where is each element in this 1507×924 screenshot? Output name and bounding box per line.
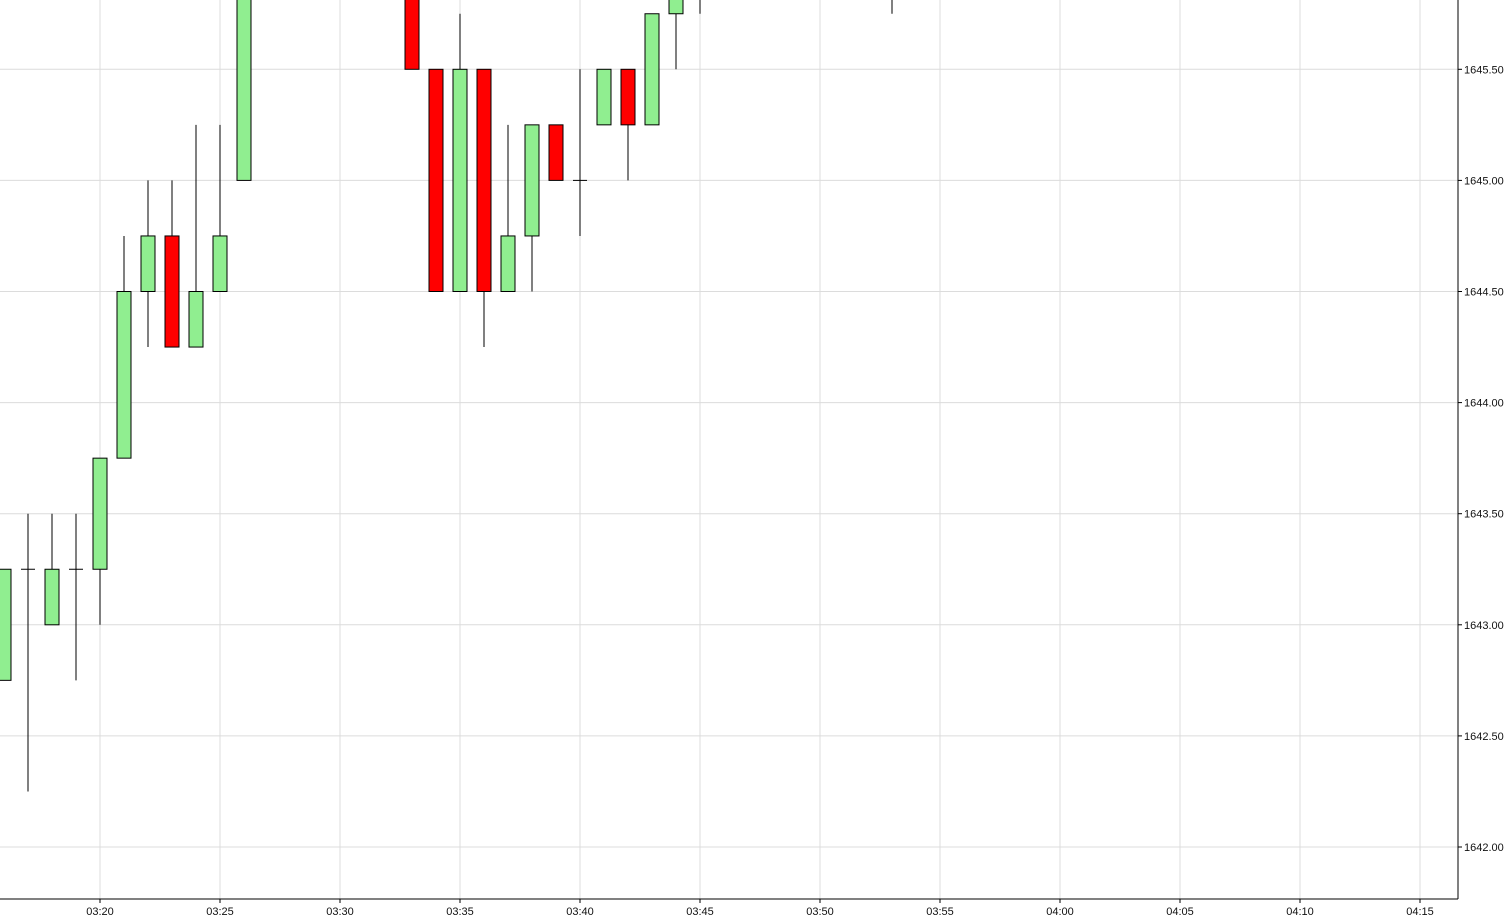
y-tick-label: 1644.00 <box>1464 398 1504 410</box>
candle-body-up <box>212 235 228 292</box>
candle <box>891 0 893 14</box>
candle-body-up <box>236 0 252 181</box>
y-tick-label: 1643.50 <box>1464 509 1504 521</box>
y-tick-label: 1645.50 <box>1464 64 1504 76</box>
candles-layer <box>0 0 893 792</box>
candle <box>164 180 180 348</box>
candle <box>452 13 468 292</box>
candle <box>404 0 420 70</box>
candle <box>188 124 204 348</box>
candle-body-down <box>548 124 564 181</box>
candle-body-down <box>476 68 492 292</box>
candle-body-down <box>428 68 444 292</box>
candle <box>596 68 612 126</box>
candle-body-up <box>44 568 60 626</box>
candle-body-up <box>668 0 684 15</box>
x-tick-label: 03:35 <box>446 906 474 918</box>
candle <box>573 69 587 236</box>
candle-body-down <box>164 235 180 348</box>
candle <box>644 13 660 126</box>
candle <box>140 180 156 348</box>
candle <box>212 124 228 292</box>
y-tick-label: 1642.50 <box>1464 731 1504 743</box>
candle-body-up <box>452 68 468 292</box>
candle-body-up <box>644 13 660 126</box>
candle-body-up <box>188 291 204 348</box>
x-tick-label: 04:10 <box>1286 906 1314 918</box>
candle-body-down <box>620 68 636 126</box>
candle-body-up <box>524 124 540 237</box>
candle-body-down <box>404 0 420 70</box>
y-tick-label: 1642.00 <box>1464 842 1504 854</box>
x-tick-label: 03:40 <box>566 906 594 918</box>
candle <box>620 68 636 181</box>
grid-layer <box>0 0 1458 899</box>
x-tick-label: 04:05 <box>1166 906 1194 918</box>
x-tick-label: 03:20 <box>86 906 114 918</box>
candle <box>428 68 444 292</box>
x-tick-label: 03:25 <box>206 906 234 918</box>
candle <box>92 457 108 625</box>
candle-body-up <box>116 291 132 459</box>
candle <box>44 513 60 626</box>
candle <box>668 0 684 70</box>
candle-body-up <box>140 235 156 292</box>
candle <box>236 0 252 181</box>
x-tick-label: 03:45 <box>686 906 714 918</box>
x-tick-label: 03:30 <box>326 906 354 918</box>
candle <box>476 68 492 348</box>
candle-body-up <box>92 457 108 570</box>
candle <box>524 124 540 292</box>
x-tick-label: 03:50 <box>806 906 834 918</box>
candle-body-up <box>596 68 612 126</box>
candle <box>69 513 83 681</box>
candle <box>500 124 516 292</box>
candle-body-up <box>0 568 12 681</box>
candle <box>699 0 701 14</box>
candle <box>0 568 12 681</box>
candle <box>116 235 132 459</box>
x-tick-label: 04:15 <box>1406 906 1434 918</box>
y-tick-label: 1643.00 <box>1464 620 1504 632</box>
x-tick-label: 04:00 <box>1046 906 1074 918</box>
candle <box>21 513 35 792</box>
candle-body-up <box>500 235 516 292</box>
y-tick-label: 1645.00 <box>1464 175 1504 187</box>
candle <box>548 124 564 181</box>
x-tick-label: 03:55 <box>926 906 954 918</box>
y-tick-label: 1644.50 <box>1464 287 1504 299</box>
